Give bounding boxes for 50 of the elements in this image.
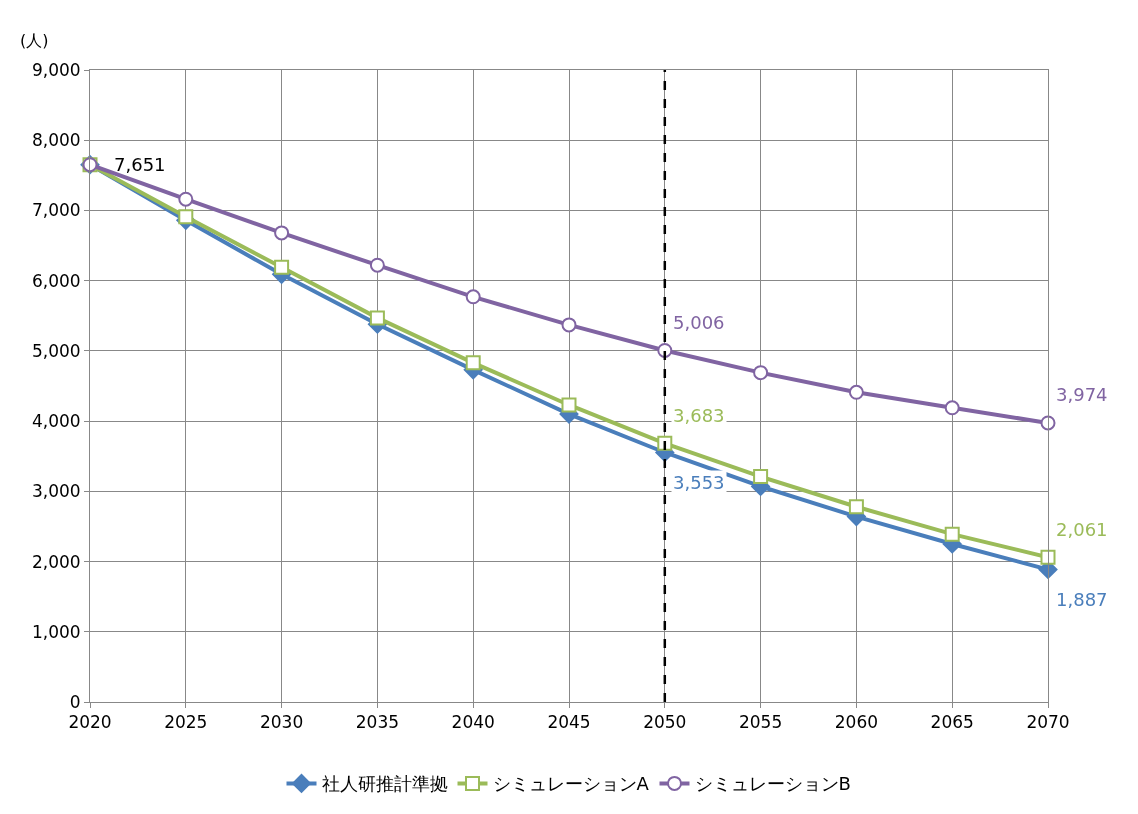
data-label: 3,683	[673, 405, 725, 426]
x-tick-label: 2055	[738, 712, 783, 733]
x-tick-label: 2020	[68, 712, 112, 733]
point	[465, 355, 481, 371]
point	[944, 526, 960, 542]
legend-label: シミュレーションB	[694, 773, 851, 795]
x-tick-label: 2045	[547, 712, 591, 733]
x-tick-label: 2060	[834, 712, 879, 733]
y-axis-title: (人)	[20, 31, 49, 50]
point	[753, 469, 769, 485]
point	[465, 289, 481, 305]
x-tick-label: 2040	[451, 712, 495, 733]
y-tick-label: 8,000	[31, 130, 81, 151]
annotation: 7,651	[114, 154, 166, 175]
point	[753, 365, 769, 381]
y-tick-label: 6,000	[31, 270, 81, 291]
point	[274, 225, 290, 241]
y-tick-label: 3,000	[31, 481, 81, 502]
y-tick-label: 5,000	[31, 340, 81, 361]
x-tick-label: 2035	[355, 712, 400, 733]
x-tick-label: 2050	[643, 712, 687, 733]
y-tick-label: 4,000	[31, 411, 81, 432]
y-tick-label: 0	[69, 691, 81, 712]
point	[178, 209, 194, 225]
x-tick-label: 2030	[259, 712, 304, 733]
point	[848, 499, 864, 515]
y-tick-label: 7,000	[31, 200, 81, 221]
y-tick-label: 2,000	[31, 551, 81, 572]
point	[561, 397, 577, 413]
y-tick-label: 1,000	[31, 621, 81, 642]
legend-label: 社人研推計準拠	[321, 773, 448, 795]
legend-label: シミュレーションA	[492, 773, 650, 795]
point	[561, 317, 577, 333]
y-tick-label: 9,000	[31, 59, 81, 80]
data-label: 2,061	[1056, 519, 1108, 540]
data-label: 1,887	[1056, 589, 1108, 610]
point	[178, 191, 194, 207]
point	[369, 257, 385, 273]
point	[274, 259, 290, 275]
point	[657, 342, 673, 358]
x-tick-label: 2065	[930, 712, 974, 733]
data-label: 3,974	[1056, 384, 1108, 405]
data-label: 3,553	[673, 472, 725, 493]
x-tick-label: 2070	[1026, 712, 1070, 733]
point	[1040, 549, 1056, 565]
point	[944, 400, 960, 416]
data-label: 5,006	[673, 312, 725, 333]
x-tick-label: 2025	[164, 712, 208, 733]
point	[848, 384, 864, 400]
point	[369, 310, 385, 326]
